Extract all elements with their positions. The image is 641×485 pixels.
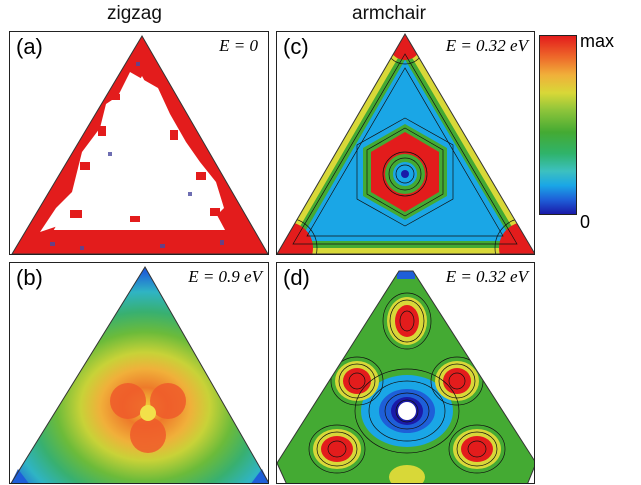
panel-b-label: (b) xyxy=(16,265,43,290)
panel-c-energy: E = 0.32 eV xyxy=(445,36,528,55)
panel-b-plot xyxy=(10,266,268,483)
panel-a-energy: E = 0 xyxy=(219,36,258,55)
panel-b-energy: E = 0.9 eV xyxy=(188,267,262,286)
panel-c-label: (c) xyxy=(283,34,309,59)
panel-a-label: (a) xyxy=(16,34,43,59)
panel-a-plot xyxy=(11,35,268,254)
panel-b: (b) E = 0.9 eV xyxy=(9,262,269,484)
panel-a: (a) E = 0 xyxy=(9,31,269,255)
colorbar-min-label: 0 xyxy=(580,212,591,232)
panel-d-energy: E = 0.32 eV xyxy=(445,267,528,286)
panel-d: (d) E = 0.32 eV xyxy=(276,262,535,484)
panel-c: (c) E = 0.32 eV xyxy=(276,31,535,255)
panel-c-plot xyxy=(277,33,534,254)
zigzag-column-title: zigzag xyxy=(107,3,162,24)
armchair-column-title: armchair xyxy=(352,3,426,24)
panel-d-label: (d) xyxy=(283,265,310,290)
colorbar xyxy=(539,35,577,215)
colorbar-max-label: max xyxy=(580,31,615,51)
panel-d-plot xyxy=(277,270,534,483)
